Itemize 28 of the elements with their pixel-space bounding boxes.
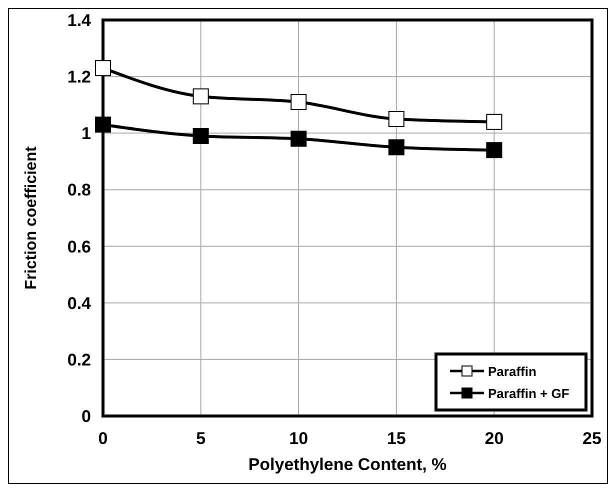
y-axis-title: Friction coefficient: [23, 146, 40, 290]
y-tick-label: 0.2: [67, 350, 91, 370]
y-tick-label: 1: [82, 124, 91, 144]
point: [290, 94, 307, 110]
point: [192, 128, 209, 144]
y-tick-label: 0: [82, 407, 91, 426]
point: [486, 114, 502, 130]
point: [95, 116, 111, 133]
y-tick-label: 1.2: [67, 68, 91, 87]
y-tick-label: 0.6: [67, 237, 91, 256]
y-tick-label: 0.8: [67, 180, 91, 200]
legend-label: Paraffin: [488, 364, 536, 379]
point: [192, 88, 209, 104]
point: [486, 142, 502, 158]
x-tick-label: 15: [386, 429, 406, 448]
x-tick-label: 25: [582, 429, 602, 448]
y-tick-label: 1.4: [67, 11, 92, 30]
point: [95, 60, 111, 76]
point: [388, 139, 404, 156]
x-axis-title: Polyethylene Content, %: [248, 455, 447, 474]
x-tick-label: 20: [484, 429, 504, 448]
point: [388, 111, 404, 127]
legend-label: Paraffin + GF: [488, 386, 570, 401]
x-tick-label: 0: [98, 429, 108, 448]
x-tick-label: 10: [289, 429, 308, 448]
y-tick-label: 0.4: [67, 294, 92, 313]
point: [290, 130, 307, 147]
x-tick-label: 5: [196, 429, 206, 448]
